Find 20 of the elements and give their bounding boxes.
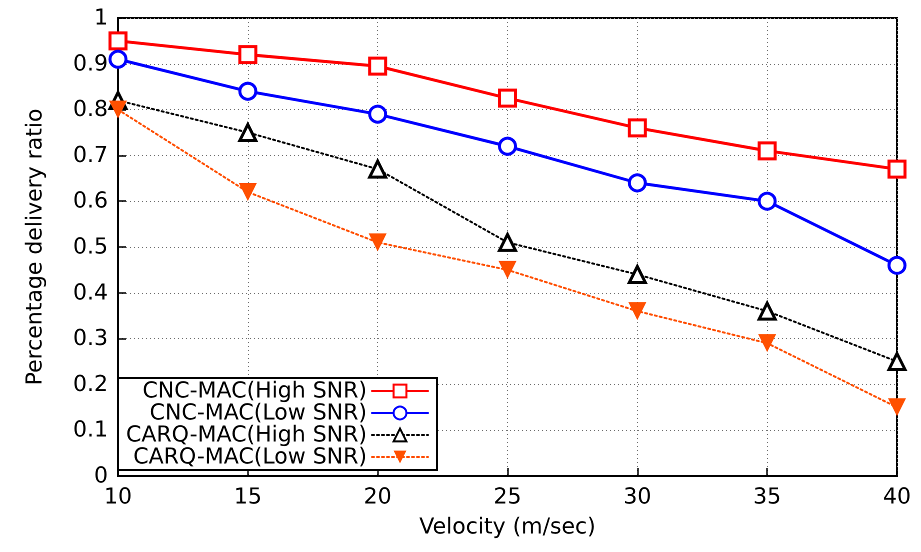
- y-tick-label: 0.1: [73, 418, 108, 443]
- y-tick-label: 1: [94, 6, 108, 30]
- y-tick-label: 0.9: [73, 51, 108, 76]
- y-tick-label: 0.3: [73, 326, 108, 352]
- x-tick-label: 40: [883, 484, 911, 510]
- y-tick-label: 0.7: [73, 142, 108, 168]
- legend-label: CARQ-MAC(High SNR): [126, 422, 367, 448]
- x-axis-title: Velocity (m/sec): [419, 514, 596, 540]
- y-tick-label: 0.2: [73, 372, 108, 397]
- x-tick-label: 20: [364, 484, 392, 510]
- x-tick-label: 15: [234, 484, 262, 510]
- x-tick-label: 30: [623, 484, 652, 510]
- y-tick-label: 0.4: [73, 280, 108, 306]
- x-tick-label: 35: [753, 484, 782, 510]
- x-tick-label: 25: [494, 484, 522, 510]
- legend-label: CNC-MAC(High SNR): [142, 378, 367, 404]
- y-tick-label: 0.6: [73, 188, 108, 214]
- y-tick-label: 0.8: [73, 97, 108, 122]
- y-axis-title: Percentage delivery ratio: [22, 108, 48, 386]
- y-tick-label: 0.5: [73, 234, 108, 260]
